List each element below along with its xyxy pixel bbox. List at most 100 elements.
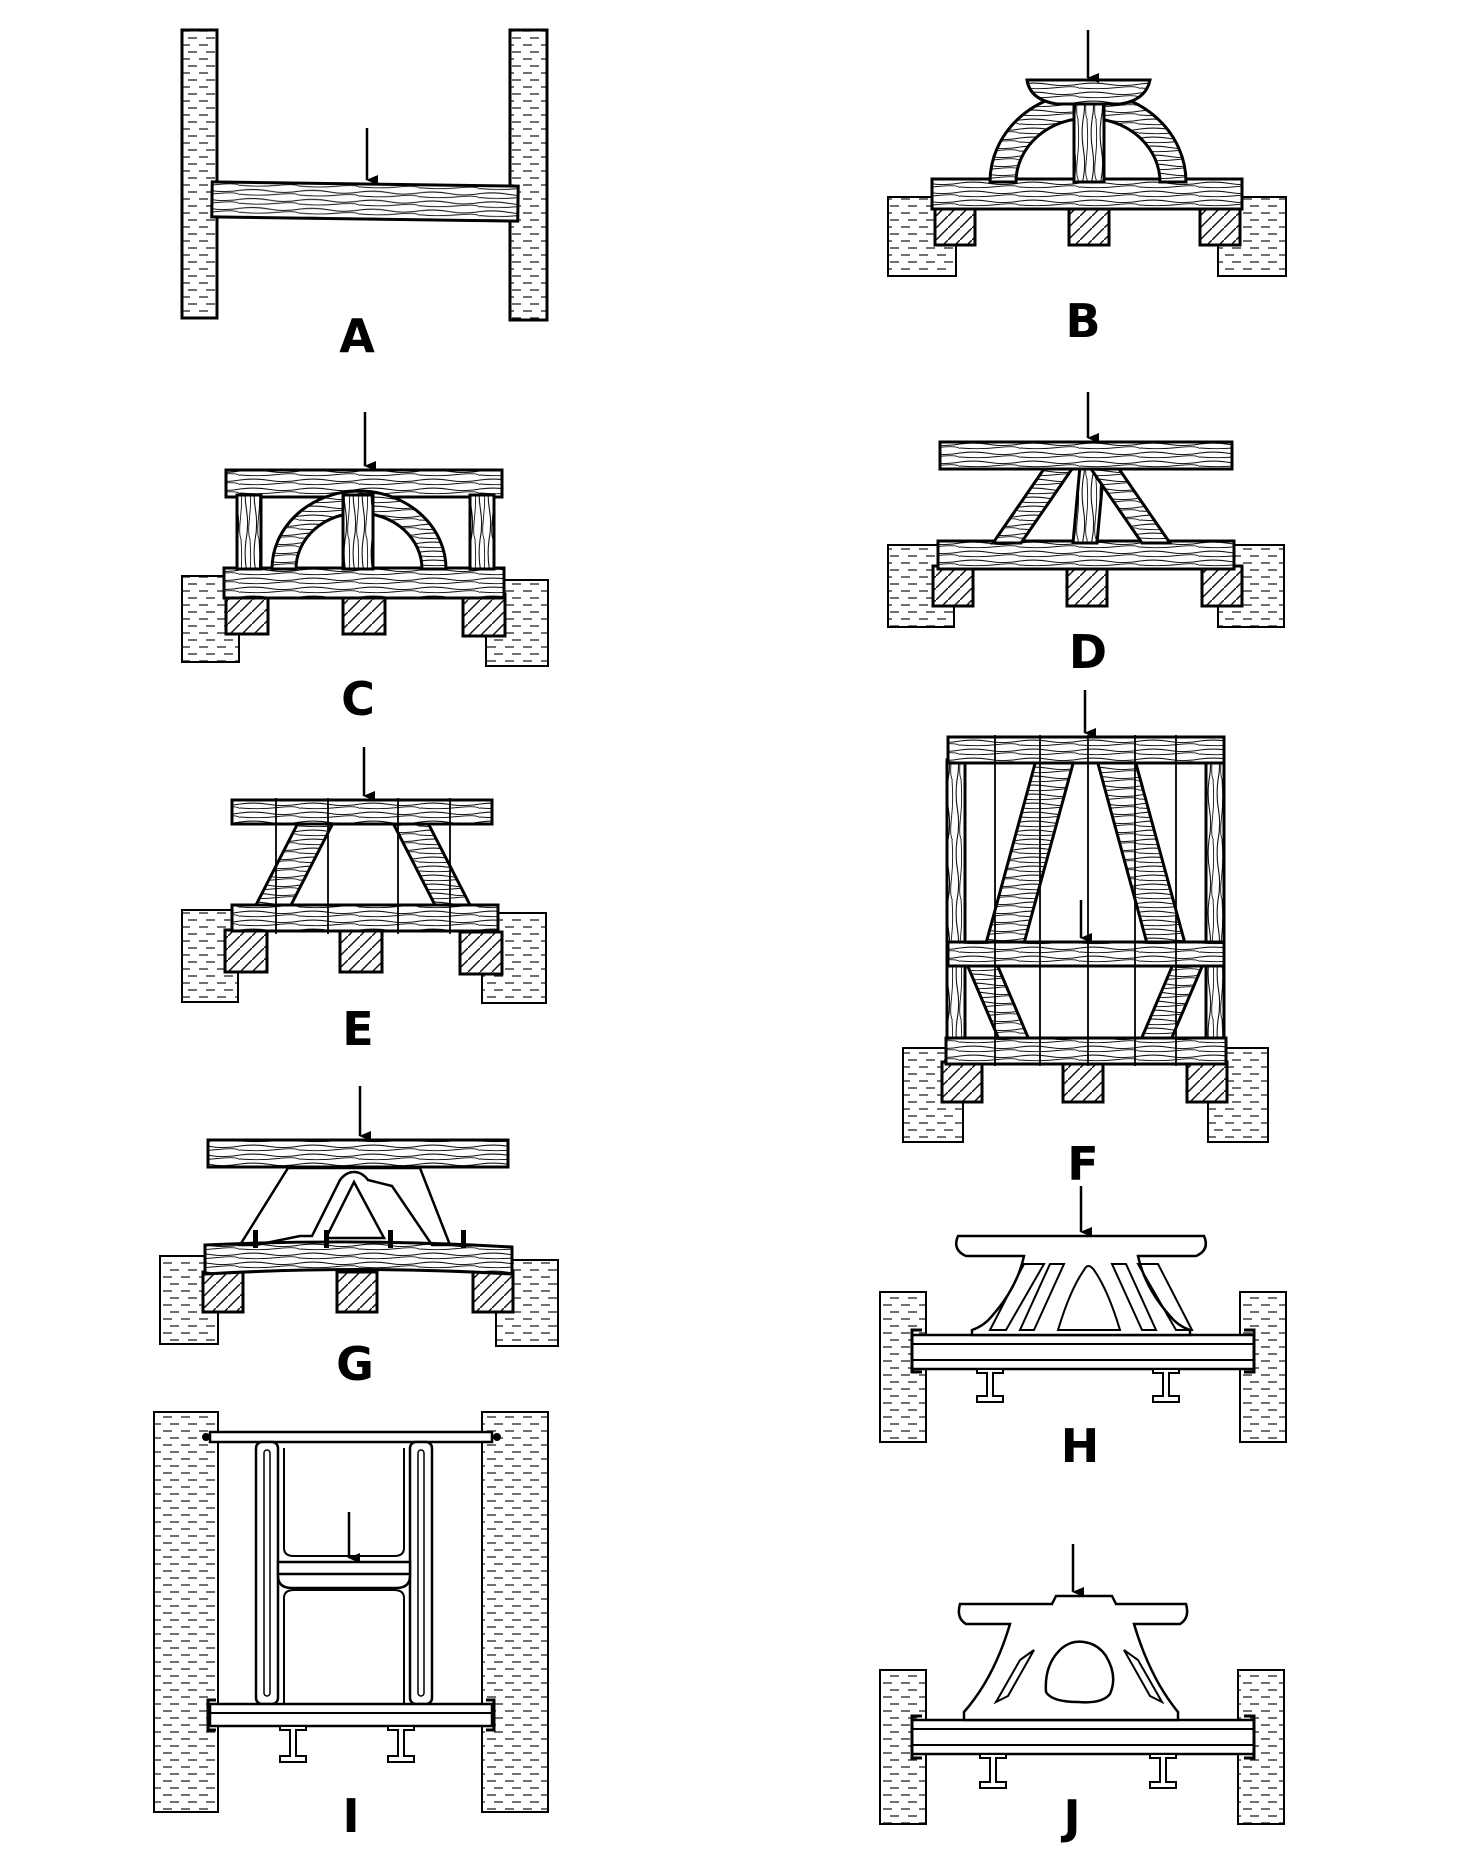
top-beam [206, 1138, 510, 1169]
top-beam [938, 440, 1234, 471]
joist-end-right [1198, 203, 1242, 247]
panel-label-h: H [1061, 1419, 1100, 1473]
panel-label-c: C [341, 672, 375, 726]
bottom-beam [222, 566, 506, 600]
beam [210, 180, 520, 223]
panel-b: B [887, 30, 1287, 348]
girder-end-clip-right [1244, 1328, 1256, 1374]
middle-beam [946, 940, 1226, 968]
post-right [408, 1440, 434, 1706]
rivet-top-right [493, 1433, 501, 1441]
cross-frame-upper [276, 1560, 412, 1576]
joist-end-left [940, 1060, 984, 1104]
panel-d: D [887, 392, 1285, 679]
steel-girder [910, 1333, 1256, 1371]
lower-strut-left [963, 960, 1033, 1044]
joist-end-left [931, 564, 975, 608]
joist-end-left [223, 928, 269, 974]
bottom-beam-bowed [203, 1240, 514, 1276]
joist-end-right [1200, 564, 1244, 608]
joist-end-middle [338, 928, 384, 974]
post-left [235, 493, 263, 571]
panel-label-j: J [1060, 1790, 1080, 1844]
joist-end-left [933, 203, 977, 247]
panel-label-g: G [336, 1337, 374, 1391]
bracket-slot-right-inner [1110, 1263, 1158, 1331]
i-beam-left [976, 1368, 1004, 1403]
panel-f: F [902, 690, 1269, 1191]
cross-frame-bottom-arch [283, 1589, 405, 1704]
tie-rods [994, 735, 1177, 1066]
joist-end-middle [335, 1270, 379, 1314]
bottom-beam [230, 903, 500, 933]
panel-g: G [159, 1086, 559, 1391]
top-steel-girder [208, 1430, 494, 1444]
panel-label-f: F [1067, 1137, 1098, 1191]
cross-frame-lower [276, 1575, 412, 1590]
post-right-inner [417, 1449, 425, 1697]
curved-brace [270, 489, 448, 571]
post-right [1204, 758, 1226, 1062]
post-left-inner [263, 1449, 271, 1697]
bottom-beam [936, 539, 1236, 571]
joist-end-right [458, 930, 504, 976]
bottom-steel-girder [208, 1702, 494, 1728]
strut-left [253, 821, 336, 907]
joist-end-middle [1065, 564, 1109, 608]
top-beam [230, 798, 494, 826]
joist-end-right [471, 1270, 515, 1314]
bolts [253, 1230, 466, 1248]
bracket-slot-right [1123, 1649, 1165, 1705]
joist-end-left [201, 1270, 245, 1314]
panel-h: H [879, 1186, 1287, 1473]
king-post [341, 493, 375, 571]
panel-label-i: I [342, 1789, 359, 1843]
panel-label-d: D [1069, 625, 1107, 679]
panel-label-e: E [342, 1002, 373, 1056]
i-beam-left [279, 1725, 307, 1763]
i-beam-right [1152, 1368, 1180, 1403]
tie-rods [275, 798, 451, 934]
curved-brace [988, 90, 1188, 184]
panel-j: J [879, 1544, 1285, 1844]
king-post [1072, 98, 1106, 184]
bracket-slot-left-outer [988, 1263, 1046, 1331]
strut-right [390, 821, 473, 907]
panel-a: A [180, 28, 549, 363]
bracket-slot-right-outer [1136, 1263, 1194, 1331]
panel-label-a: A [339, 309, 375, 363]
wall-left [180, 28, 219, 320]
joist-end-right [1185, 1060, 1229, 1104]
cast-iron-bracket [957, 1594, 1189, 1722]
i-beam-right [387, 1725, 415, 1763]
panel-c: C [181, 412, 549, 726]
girder-end-clip-left [910, 1328, 922, 1374]
bracket-center-hole [1044, 1640, 1115, 1704]
cross-frame-top-arch [283, 1448, 405, 1557]
girder-end-clip-right [486, 1698, 496, 1732]
panel-i: I [153, 1411, 549, 1843]
rivet-top-left [202, 1433, 210, 1441]
girder-end-clip-left [910, 1714, 922, 1760]
i-beam-right [1149, 1753, 1177, 1789]
post-right [468, 493, 496, 571]
long-strut-left [983, 758, 1076, 949]
joist-end-right [461, 592, 507, 638]
bottom-beam [944, 1036, 1228, 1066]
long-strut-right [1095, 758, 1188, 949]
cap-block [1025, 78, 1152, 106]
wall-right [508, 28, 549, 322]
girder-end-clip-right [1244, 1714, 1256, 1760]
wall-left [153, 1411, 219, 1813]
panel-e: E [181, 747, 547, 1056]
post-left [945, 758, 967, 1062]
cast-iron-bracket [955, 1234, 1207, 1337]
panel-label-b: B [1065, 294, 1100, 348]
i-beam-left [979, 1753, 1007, 1789]
joist-end-middle [1067, 203, 1111, 247]
bracket-slot-left [993, 1649, 1035, 1705]
steel-girder [910, 1718, 1256, 1756]
bracket-center-arch [1056, 1265, 1122, 1331]
